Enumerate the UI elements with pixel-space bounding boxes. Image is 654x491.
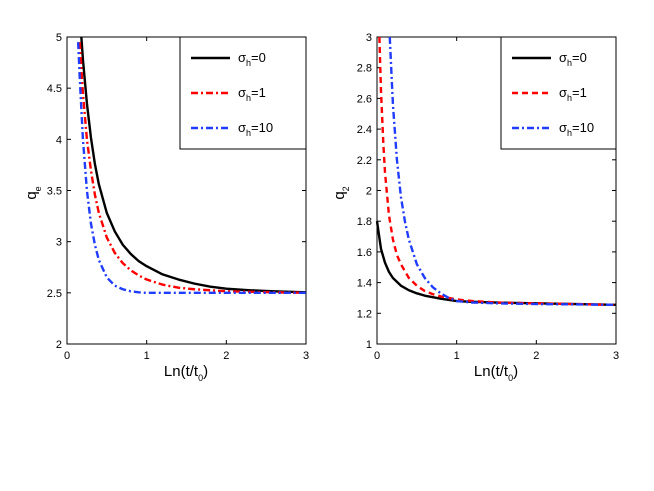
y-tick-label: 1.2	[357, 308, 372, 320]
x-tick-label: 0	[374, 350, 380, 362]
x-tick-label: 0	[64, 350, 70, 362]
y-tick-label: 1.8	[357, 216, 372, 228]
legend-label-2: σh=10	[559, 120, 594, 138]
y-tick-label: 2	[366, 186, 372, 198]
y-tick-label: 2.4	[357, 124, 372, 136]
x-tick-label: 1	[144, 350, 150, 362]
y-tick-label: 1.4	[357, 278, 372, 290]
y-tick-label: 4	[56, 134, 62, 146]
legend-box	[500, 36, 617, 150]
legend-label-2: σh=10	[238, 120, 273, 138]
legend-right: σh=0 σh=1 σh=10	[500, 36, 617, 150]
y-tick-label: 1.6	[357, 247, 372, 259]
y-tick-label: 2.6	[357, 93, 372, 105]
y-axis-label-left: qe	[23, 186, 43, 199]
y-axis-label-right: q2	[331, 186, 351, 199]
x-axis-label-left: Ln(t/t0)	[164, 363, 208, 383]
y-tick-label: 5	[56, 32, 62, 44]
y-tick-label: 2.2	[357, 155, 372, 167]
x-tick-label: 2	[223, 350, 229, 362]
x-tick-label: 2	[533, 350, 539, 362]
series-line-1	[378, 36, 617, 307]
legend-label-0: σh=0	[559, 50, 587, 68]
legend-label-0: σh=0	[238, 50, 266, 68]
y-tick-label: 3	[366, 32, 372, 44]
y-tick-label: 4.5	[47, 83, 62, 95]
series-line-0	[80, 36, 307, 294]
y-tick-label: 3.5	[47, 186, 62, 198]
legend-left: σh=0 σh=1 σh=10	[179, 36, 307, 150]
y-tick-label: 2.8	[357, 63, 372, 75]
legend-label-1: σh=1	[559, 85, 587, 103]
legend-label-1: σh=1	[238, 85, 266, 103]
y-tick-label: 2	[56, 339, 62, 351]
y-tick-label: 3	[56, 237, 62, 249]
x-tick-label: 1	[454, 350, 460, 362]
chart-panel-left: 0 1 2 3 2 2.5 3 3.5 4 4.5 5 σh=0 σh=1 σh=10 Ln(t/t0)…	[23, 32, 309, 383]
series-left	[76, 36, 307, 295]
series-line-1	[78, 42, 307, 295]
ticks-right: 0 1 2 311.21.41.61.822.22.42.62.83	[357, 32, 619, 362]
chart-panel-right: 0 1 2 311.21.41.61.822.22.42.62.83 σh=0σh=1…	[331, 32, 619, 383]
x-tick-label: 3	[303, 350, 309, 362]
series-right	[375, 36, 617, 307]
y-tick-label: 1	[366, 339, 372, 351]
x-axis-label-right: Ln(t/t0)	[474, 363, 518, 383]
x-tick-label: 3	[613, 350, 619, 362]
series-line-2	[388, 36, 617, 307]
y-tick-label: 2.5	[47, 288, 62, 300]
